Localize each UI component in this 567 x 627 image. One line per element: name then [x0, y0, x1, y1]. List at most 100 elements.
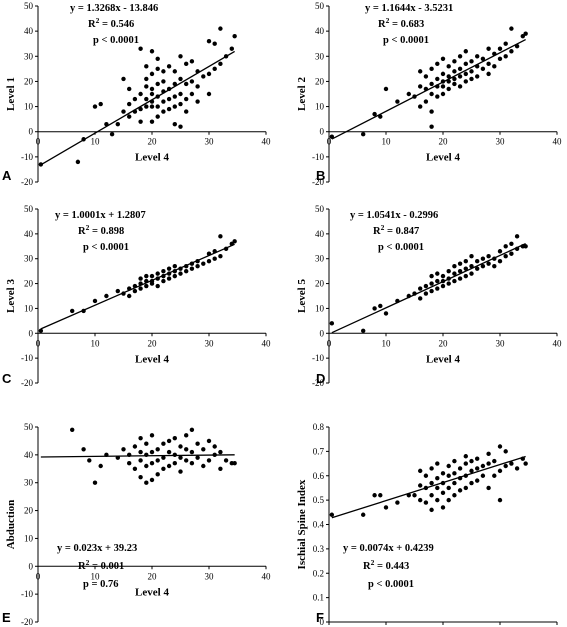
data-point [161, 466, 166, 471]
data-point [155, 271, 160, 276]
data-point [492, 473, 497, 478]
data-point [127, 101, 132, 107]
y-tick-label: 0.3 [313, 544, 325, 554]
y-axis-label: Ischial Spine Index [296, 479, 308, 569]
data-point [463, 71, 468, 77]
data-point [104, 452, 109, 458]
data-point [115, 288, 121, 294]
data-point [503, 41, 508, 46]
data-point [178, 76, 183, 82]
r-squared-text: R2 = 0.683 [378, 16, 424, 30]
data-point [195, 99, 200, 104]
data-point [446, 86, 451, 92]
data-point [418, 483, 423, 488]
data-point [149, 86, 155, 92]
data-point [452, 480, 457, 486]
x-tick-label: 40 [553, 137, 563, 147]
y-tick-label: -10 [21, 152, 33, 162]
data-point [486, 61, 491, 67]
y-tick-label: 0.7 [313, 446, 325, 456]
data-point [446, 497, 451, 503]
data-point [378, 303, 383, 309]
regression-line [40, 50, 235, 166]
data-point [201, 447, 206, 452]
data-point [492, 64, 497, 69]
y-tick-label: 50 [24, 1, 34, 11]
y-tick-label: 50 [24, 204, 34, 214]
y-tick-label: 20 [24, 76, 34, 86]
y-axis-label: Abduction [5, 500, 17, 550]
data-point [161, 109, 166, 114]
panel-letter: F [316, 610, 324, 625]
panel-letter: E [2, 610, 11, 625]
data-point [509, 241, 514, 246]
data-point [144, 463, 149, 469]
data-point [206, 91, 212, 97]
y-tick-label: 10 [24, 303, 34, 313]
data-point [475, 456, 480, 461]
data-point [435, 61, 440, 67]
data-point [138, 474, 143, 480]
x-tick-label: 30 [496, 137, 506, 147]
data-point [435, 271, 440, 276]
data-point [446, 64, 451, 69]
data-point [435, 278, 440, 284]
data-point [178, 54, 183, 59]
data-point [463, 49, 468, 54]
data-point [155, 276, 160, 281]
data-point [115, 121, 121, 127]
data-point [480, 263, 486, 269]
data-point [172, 81, 177, 87]
data-point [423, 99, 429, 104]
data-point [189, 266, 195, 271]
data-point [70, 427, 75, 432]
data-point [212, 41, 217, 46]
data-point [423, 283, 429, 289]
data-point [138, 281, 143, 286]
data-point [378, 493, 383, 498]
data-point [440, 273, 446, 279]
data-point [206, 458, 212, 463]
data-point [406, 293, 411, 299]
data-point [178, 444, 183, 449]
x-tick-label: 20 [439, 137, 449, 147]
data-point [418, 497, 423, 503]
data-point [435, 286, 440, 291]
y-tick-label: -20 [312, 378, 324, 388]
data-point [195, 441, 200, 446]
data-point [440, 480, 446, 486]
data-point [429, 466, 434, 471]
data-point [492, 51, 497, 56]
data-point [201, 463, 206, 469]
data-point [457, 268, 463, 274]
data-point [184, 268, 189, 274]
data-point [144, 283, 149, 289]
data-point [132, 288, 138, 294]
data-point [155, 114, 160, 119]
data-point [440, 91, 446, 97]
data-point [361, 328, 366, 333]
data-point [329, 512, 335, 517]
data-point [452, 271, 457, 276]
data-point [184, 81, 189, 87]
y-tick-label: 0 [29, 561, 34, 571]
equation-text: y = 1.3268x - 13.846 [70, 3, 158, 14]
data-point [469, 468, 474, 474]
data-point [383, 86, 389, 92]
data-point [486, 254, 491, 259]
x-tick-label: 0 [327, 338, 332, 348]
data-point [406, 91, 411, 97]
data-point [475, 64, 480, 69]
data-point [463, 259, 468, 264]
x-tick-label: 0 [36, 338, 41, 348]
data-point [132, 444, 138, 449]
data-point [81, 308, 86, 314]
data-point [172, 268, 177, 274]
data-point [503, 254, 508, 259]
data-point [138, 276, 143, 281]
data-point [195, 455, 200, 460]
data-point [486, 451, 491, 457]
data-point [463, 273, 468, 279]
x-tick-label: 30 [205, 338, 215, 348]
